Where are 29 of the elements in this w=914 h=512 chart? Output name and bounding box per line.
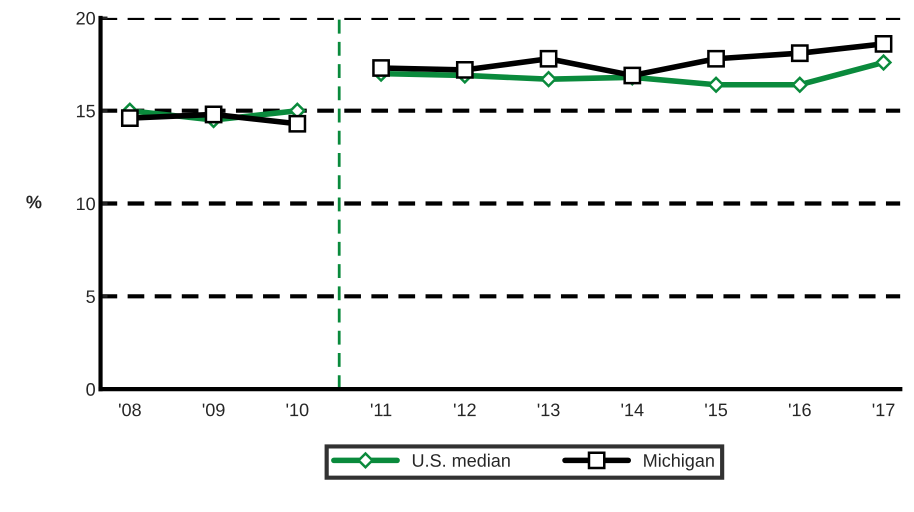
x-tick-label: '13 bbox=[538, 403, 560, 416]
x-tick-label: '15 bbox=[705, 404, 728, 416]
y-axis-title: % bbox=[26, 196, 42, 208]
x-tick-label: '14 bbox=[621, 404, 644, 416]
point bbox=[875, 54, 892, 71]
x-tick-label: '16 bbox=[788, 403, 811, 416]
x-tick-label: '12 bbox=[454, 403, 476, 416]
point bbox=[540, 50, 558, 68]
point bbox=[790, 44, 809, 62]
point bbox=[874, 35, 892, 53]
point bbox=[456, 61, 474, 79]
legend-label: U.S. median bbox=[412, 454, 510, 467]
point bbox=[204, 106, 222, 124]
x-tick-label: '09 bbox=[202, 403, 225, 416]
y-tick-label: 15 bbox=[76, 104, 95, 118]
point bbox=[372, 59, 390, 77]
x-tick-label: '10 bbox=[286, 403, 308, 416]
legend-label: Michigan bbox=[644, 454, 714, 470]
x-tick-label: '08 bbox=[119, 403, 141, 416]
point bbox=[707, 50, 725, 68]
x-tick-label: '17 bbox=[872, 404, 894, 416]
y-tick-label: 5 bbox=[86, 290, 95, 304]
y-tick-label: 20 bbox=[76, 12, 95, 25]
y-tick-label: 10 bbox=[76, 197, 95, 210]
point bbox=[120, 109, 139, 128]
point bbox=[540, 71, 557, 88]
y-tick-label: 0 bbox=[86, 383, 95, 396]
x-tick-label: '11 bbox=[370, 404, 392, 416]
point bbox=[288, 114, 306, 133]
